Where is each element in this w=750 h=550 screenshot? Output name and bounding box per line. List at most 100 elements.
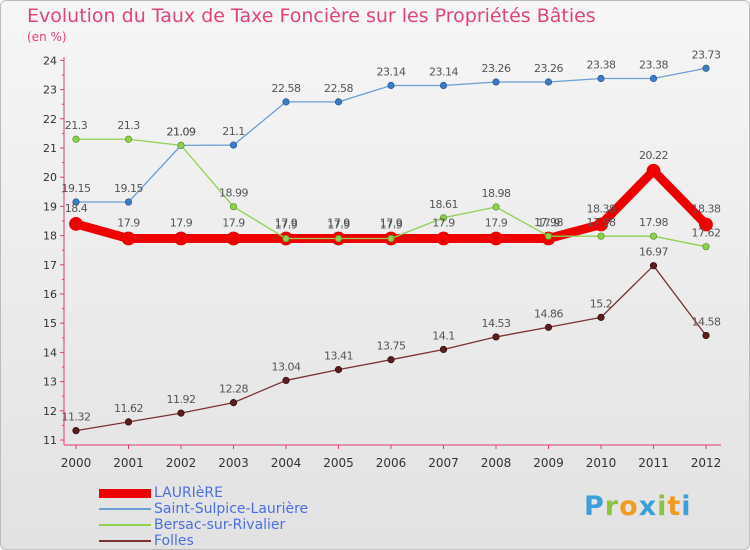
y-tick-label-23: 23 — [43, 84, 57, 97]
data-label-s0-2011: 20.22 — [639, 149, 668, 162]
point-s3-2004 — [282, 376, 290, 385]
legend-label-1: Saint-Sulpice-Laurière — [154, 501, 309, 517]
data-label-s3-2012: 14.58 — [692, 315, 721, 328]
y-tick-label-18: 18 — [43, 230, 57, 243]
point-s3-2003 — [229, 399, 238, 407]
x-tick-label-2001: 2001 — [113, 456, 144, 470]
data-label-s0-2001: 17.9 — [117, 217, 140, 230]
point-s2-2000 — [72, 135, 80, 143]
data-label-s0-2007: 17.9 — [432, 217, 455, 230]
data-label-s1-2000: 19.15 — [62, 182, 91, 195]
logo-letter: i — [681, 491, 692, 522]
point-s3-2000 — [72, 427, 80, 435]
data-label-s1-2007: 23.14 — [429, 66, 458, 79]
y-tick-label-15: 15 — [43, 317, 57, 330]
point-s2-2012 — [702, 243, 710, 251]
data-label-s2-2001: 21.3 — [117, 119, 140, 132]
x-tick-label-2011: 2011 — [638, 456, 669, 470]
point-s2-2003 — [229, 203, 238, 211]
y-tick-label-17: 17 — [43, 259, 57, 272]
y-tick-label-24: 24 — [43, 54, 57, 67]
point-s3-2006 — [387, 356, 395, 364]
data-label-s1-2008: 23.26 — [482, 62, 511, 75]
point-s2-2007 — [439, 214, 448, 222]
point-s1-2003 — [229, 141, 238, 149]
y-tick-label-22: 22 — [43, 113, 57, 126]
point-s2-2001 — [124, 135, 133, 143]
proxiti-logo: Proxiti — [584, 491, 692, 522]
y-tick-label-16: 16 — [43, 288, 57, 301]
legend-swatch-0 — [99, 488, 151, 498]
point-s1-2011 — [649, 74, 658, 83]
data-label-s1-2010: 23.38 — [587, 59, 616, 72]
data-label-s2-2005: 17.9 — [327, 219, 350, 232]
data-label-s0-2002: 17.9 — [170, 217, 193, 230]
legend-swatch-2 — [99, 524, 151, 526]
data-label-s3-2006: 13.75 — [377, 340, 406, 353]
logo-letter: P — [584, 491, 605, 522]
logo-letter: o — [619, 491, 639, 522]
legend-swatch-1 — [99, 508, 151, 510]
data-label-s2-2003: 18.99 — [219, 187, 248, 200]
chart-subtitle: (en %) — [27, 30, 67, 44]
data-label-s2-2012: 17.62 — [692, 227, 721, 240]
x-tick-label-2007: 2007 — [428, 456, 459, 470]
point-s3-2012 — [702, 331, 710, 340]
point-s0-2007 — [436, 231, 451, 246]
x-tick-label-2006: 2006 — [376, 456, 407, 470]
data-label-s2-2011: 17.98 — [639, 216, 668, 229]
point-s0-2008 — [489, 231, 503, 246]
data-label-s0-2008: 17.9 — [485, 217, 508, 230]
point-s0-2002 — [174, 231, 188, 246]
x-tick-label-2004: 2004 — [271, 456, 302, 470]
point-s1-2001 — [124, 198, 133, 206]
point-s0-2003 — [226, 231, 241, 246]
logo-letter: x — [638, 491, 658, 522]
legend-label-3: Folles — [154, 533, 194, 549]
data-label-s1-2005: 22.58 — [324, 82, 353, 95]
data-label-s1-2004: 22.58 — [272, 82, 301, 95]
point-s2-2002 — [177, 141, 185, 149]
x-tick-label-2002: 2002 — [166, 456, 197, 470]
x-tick-label-2000: 2000 — [61, 456, 92, 470]
data-label-s3-2010: 15.2 — [590, 297, 613, 310]
data-label-s3-2008: 14.53 — [482, 317, 511, 330]
point-s2-2005 — [334, 234, 343, 243]
point-s2-2004 — [282, 234, 290, 243]
data-label-s3-2007: 14.1 — [432, 329, 455, 342]
point-s1-2012 — [702, 64, 710, 72]
point-s3-2009 — [544, 323, 553, 331]
point-s1-2006 — [387, 81, 395, 90]
point-s2-2011 — [649, 232, 658, 240]
point-s0-2010 — [594, 217, 608, 232]
point-s0-2012 — [699, 217, 713, 232]
logo-letter: r — [604, 491, 620, 522]
data-label-s3-2009: 14.86 — [534, 307, 563, 320]
logo-letter: i — [657, 491, 668, 522]
point-s1-2000 — [72, 198, 80, 206]
y-tick-label-13: 13 — [43, 376, 57, 389]
data-label-s3-2003: 12.28 — [219, 383, 248, 396]
data-label-s2-2006: 17.9 — [380, 219, 403, 232]
point-s3-2011 — [649, 262, 658, 270]
y-tick-label-11: 11 — [43, 434, 57, 447]
chart-title: Evolution du Taux de Taxe Foncière sur l… — [27, 5, 596, 27]
data-label-s1-2006: 23.14 — [377, 66, 406, 79]
legend-label-0: LAURIèRE — [154, 485, 223, 501]
data-label-s1-2009: 23.26 — [534, 62, 563, 75]
data-label-s3-2002: 11.92 — [167, 393, 196, 406]
data-label-s0-2009: 17.9 — [537, 217, 560, 230]
data-label-s2-2009: 17.98 — [534, 216, 563, 229]
data-label-s1-2012: 23.73 — [692, 48, 721, 61]
data-label-s1-2002: 21.09 — [167, 125, 196, 138]
point-s1-2004 — [282, 98, 290, 106]
x-tick-label-2010: 2010 — [586, 456, 617, 470]
data-label-s2-2008: 18.98 — [482, 187, 511, 200]
x-tick-label-2008: 2008 — [481, 456, 512, 470]
x-tick-label-2009: 2009 — [533, 456, 564, 470]
data-label-s0-2006: 17.9 — [380, 217, 403, 230]
point-s3-2007 — [439, 345, 448, 354]
point-s1-2007 — [439, 81, 448, 90]
data-label-s3-2004: 13.04 — [272, 360, 301, 373]
